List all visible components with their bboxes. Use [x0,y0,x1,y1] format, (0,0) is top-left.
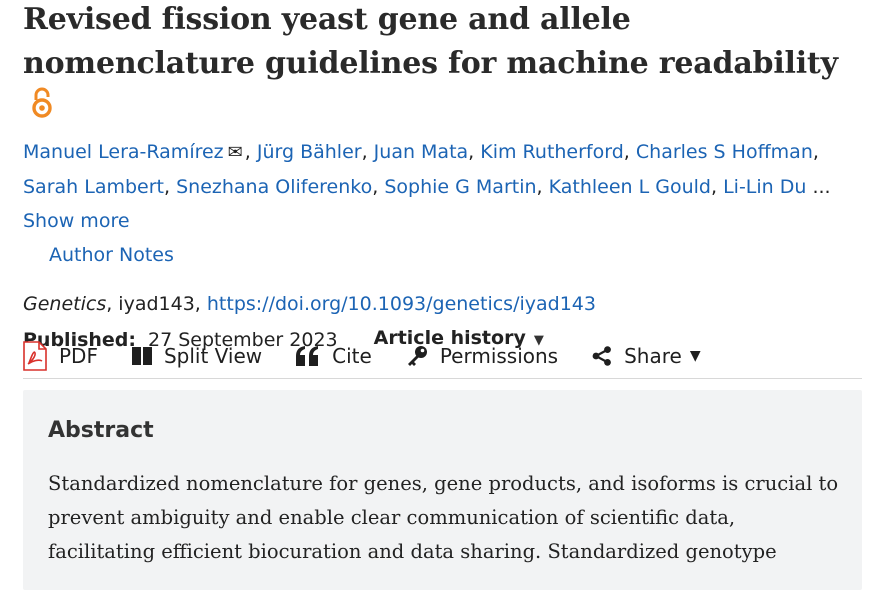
author-ellipsis: ... [812,176,831,198]
citation-line: Genetics, iyad143, https://doi.org/10.10… [23,287,863,321]
published-label: Published: [23,328,136,351]
share-label: Share [624,343,682,368]
permissions-button[interactable]: Permissions [406,344,558,368]
pdf-label: PDF [59,343,98,368]
author-link[interactable]: Juan Mata [373,141,469,163]
author-link[interactable]: Snezhana Oliferenko [176,176,373,198]
author-link[interactable]: Jürg Bähler [256,141,362,163]
article-history-label: Article history [373,327,526,349]
caret-down-icon: ▼ [689,347,701,364]
author-notes-link[interactable]: Author Notes [49,244,174,266]
author-link[interactable]: Manuel Lera-Ramírez [23,141,224,163]
doi-link[interactable]: https://doi.org/10.1093/genetics/iyad143 [206,293,596,315]
key-icon [406,345,428,367]
cite-button[interactable]: Cite [296,344,372,368]
show-more-link[interactable]: Show more [23,210,130,232]
abstract-section: Abstract Standardized nomenclature for g… [23,390,862,590]
author-link[interactable]: Kim Rutherford [480,141,624,163]
article-title: Revised fission yeast gene and allele no… [23,0,863,133]
published-row: Published: 27 September 2023 Article his… [23,321,863,358]
email-icon[interactable]: ✉ [227,142,243,163]
cite-label: Cite [332,343,372,368]
permissions-label: Permissions [439,343,559,368]
abstract-heading: Abstract [48,418,154,443]
pdf-icon [23,340,47,371]
split-view-icon [131,346,152,365]
author-link[interactable]: Charles S Hoffman [635,141,813,163]
split-view-label: Split View [163,343,263,368]
split-view-button[interactable]: Split View [131,343,263,368]
author-list: Manuel Lera-Ramírez ✉, Jürg Bähler, Juan … [23,135,863,204]
article-toolbar: PDF Split View Cite Permissions Share ▼ [23,333,862,379]
author-link[interactable]: Sophie G Martin [384,176,537,198]
abstract-text: Standardized nomenclature for genes, gen… [48,472,839,563]
share-icon [592,345,612,366]
journal-name: Genetics [23,293,107,315]
caret-down-icon: ▼ [533,333,544,348]
article-history-toggle[interactable]: Article history ▼ [374,321,544,358]
article-title-text: Revised fission yeast gene and allele no… [23,2,838,81]
article-id: , iyad143, [106,293,207,315]
quote-icon [296,345,320,366]
author-link[interactable]: Kathleen L Gould [548,176,711,198]
open-access-icon [31,86,53,133]
share-button[interactable]: Share ▼ [592,344,701,368]
author-link[interactable]: Sarah Lambert [23,176,164,198]
published-date: 27 September 2023 [148,328,338,351]
author-link[interactable]: Li-Lin Du [723,176,807,198]
pdf-button[interactable]: PDF [23,340,98,371]
